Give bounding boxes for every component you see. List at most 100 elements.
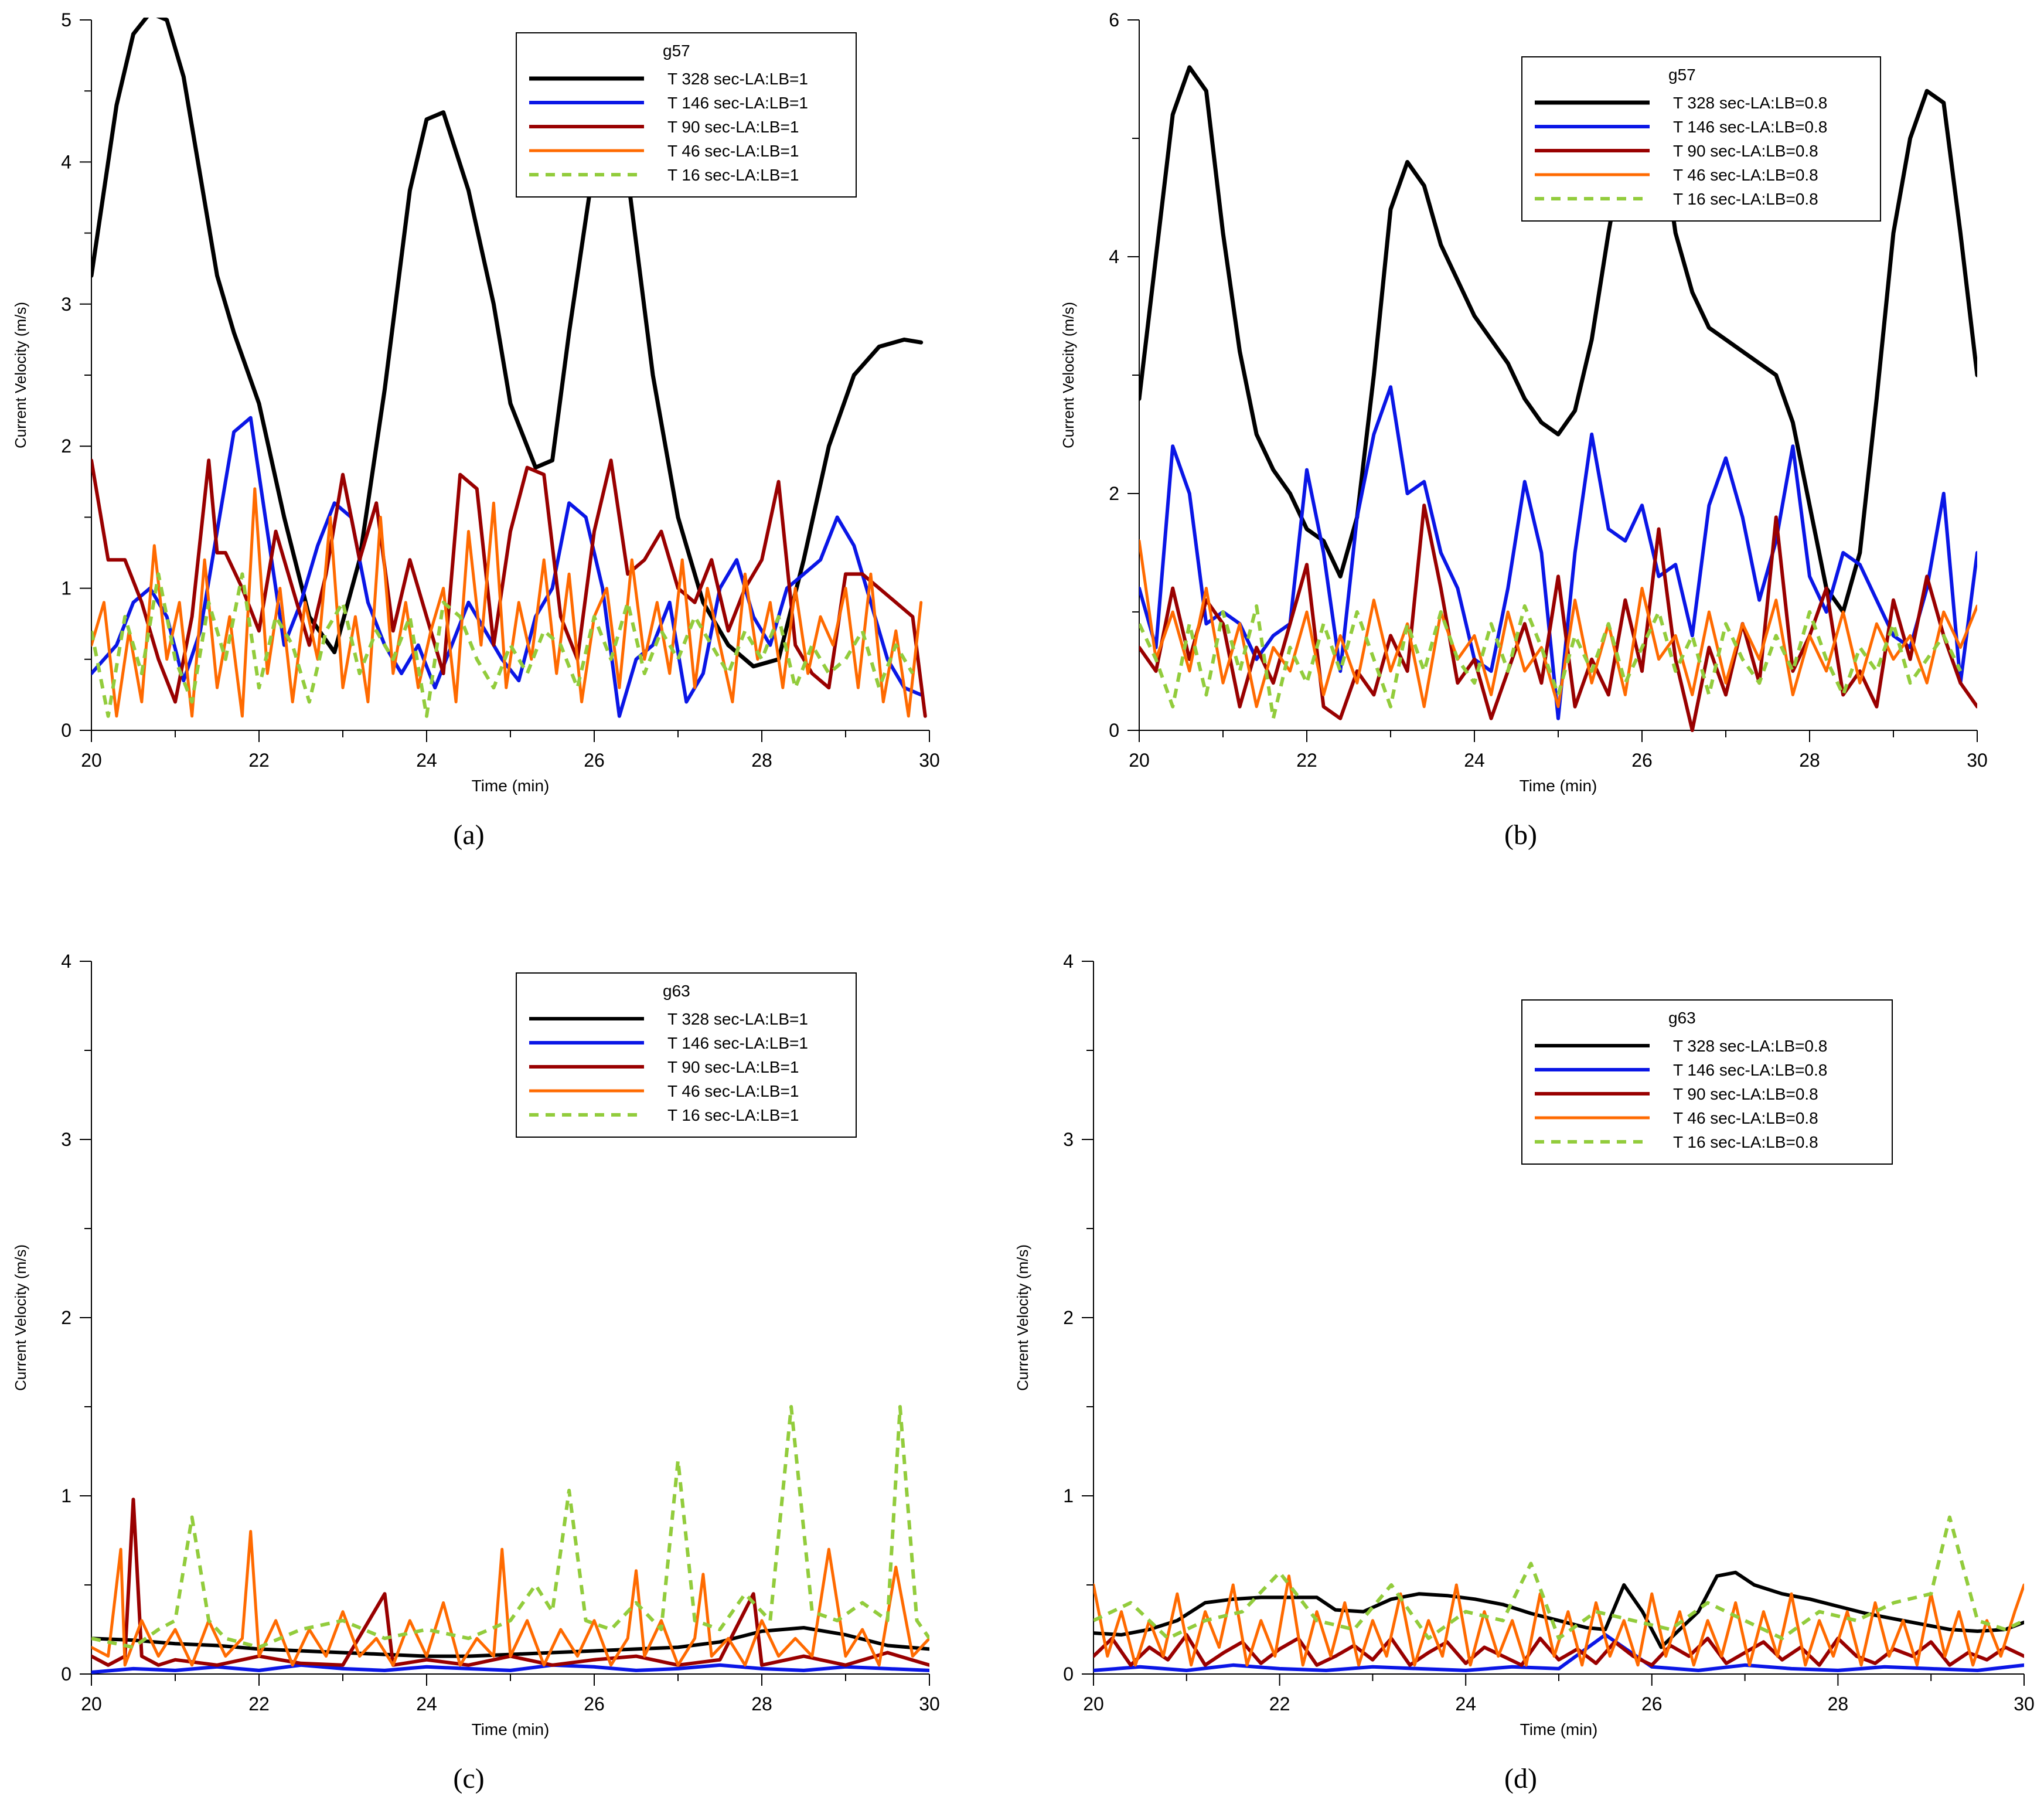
x-tick-label: 22 [1296,750,1317,771]
legend-label: T 90 sec-LA:LB=1 [667,118,799,136]
legend-label: T 90 sec-LA:LB=1 [667,1058,799,1076]
x-tick-label: 26 [584,1693,605,1714]
legend-label: T 16 sec-LA:LB=0.8 [1673,190,1818,208]
legend-label: T 16 sec-LA:LB=0.8 [1673,1133,1818,1151]
y-tick-label: 3 [61,294,71,315]
y-tick-label: 0 [1063,1663,1074,1685]
legend-label: T 90 sec-LA:LB=0.8 [1673,1085,1818,1103]
series-line-T16 [1093,1515,2024,1641]
legend-label: T 46 sec-LA:LB=1 [667,1082,799,1100]
x-axis-label: Time (min) [1520,777,1597,795]
x-tick-label: 28 [751,750,772,771]
series-line-T16 [1139,604,1963,720]
series-group [1139,65,1977,732]
panel-caption: (c) [453,1763,484,1794]
legend-title: g63 [663,982,690,1000]
series-line-T90 [91,1498,929,1667]
legend: g63 T 328 sec-LA:LB=0.8 T 146 sec-LA:LB=0.… [1521,999,1893,1165]
x-tick-label: 20 [81,1693,102,1714]
chart-panel-d: 20 22 24 26 28 30 0 1 2 3 4 Time (min) Current Veloc… [1014,951,2035,1794]
x-axis-label: Time (min) [472,1720,550,1738]
chart-panel-c: 20 22 24 26 28 30 0 1 2 3 4 Time (min) Current Veloc… [12,951,940,1794]
legend-title: g57 [1668,66,1696,84]
x-tick-label: 28 [751,1693,772,1714]
legend-label: T 46 sec-LA:LB=0.8 [1673,1109,1818,1127]
legend-title: g63 [1668,1009,1696,1027]
panel-caption: (a) [453,819,484,850]
x-tick-label: 28 [1828,1693,1849,1714]
series-line-T146 [91,416,923,718]
y-tick-label: 1 [1063,1485,1074,1506]
series-line-T46 [1093,1574,2024,1667]
legend: g57 T 328 sec-LA:LB=1 T 146 sec-LA:LB=1 T 9… [516,32,857,198]
x-tick-label: 30 [919,750,940,771]
chart-panel-a: 20 22 24 26 28 30 0 1 2 3 4 5 Time (min) Current Velo… [12,9,940,850]
legend-label: T 328 sec-LA:LB=0.8 [1673,94,1827,112]
legend-box [1521,999,1893,1165]
y-tick-label: 2 [61,1307,71,1328]
series-line-T146 [1093,1633,2024,1672]
series-line-T16 [91,1405,929,1649]
legend-label: T 328 sec-LA:LB=1 [667,70,808,88]
legend-label: T 328 sec-LA:LB=0.8 [1673,1037,1827,1055]
x-tick-label: 24 [1455,1693,1476,1714]
series-line-T328 [1093,1570,2024,1649]
legend-label: T 146 sec-LA:LB=1 [667,1034,808,1052]
x-tick-label: 30 [2014,1693,2035,1714]
y-tick-label: 2 [1063,1307,1074,1328]
y-tick-label: 4 [1063,951,1074,972]
y-tick-label: 1 [61,578,71,599]
series-group [1093,1515,2024,1672]
x-tick-label: 24 [416,750,437,771]
series-line-T90 [91,458,927,718]
x-axis-label: Time (min) [1520,1720,1598,1738]
legend-label: T 146 sec-LA:LB=0.8 [1673,118,1827,136]
x-tick-label: 30 [1967,750,1988,771]
legend-label: T 90 sec-LA:LB=0.8 [1673,142,1818,160]
x-tick-label: 24 [1464,750,1485,771]
legend-label: T 16 sec-LA:LB=1 [667,1106,799,1124]
x-tick-label: 22 [1269,1693,1290,1714]
y-axis-label: Current Velocity (m/s) [12,302,29,448]
series-line-T146 [91,1663,929,1674]
y-axis-label: Current Velocity (m/s) [1014,1244,1031,1391]
y-tick-label: 1 [61,1485,71,1506]
legend-label: T 46 sec-LA:LB=0.8 [1673,166,1818,184]
x-axis-label: Time (min) [472,777,550,795]
legend: g63 T 328 sec-LA:LB=1 T 146 sec-LA:LB=1 T 9… [516,972,857,1138]
legend-title: g57 [663,42,690,60]
x-tick-label: 20 [1129,750,1150,771]
legend-label: T 146 sec-LA:LB=1 [667,94,808,112]
series-line-T46 [1139,539,1977,709]
y-tick-label: 3 [1063,1129,1074,1150]
x-tick-label: 26 [1641,1693,1663,1714]
series-line-T46 [91,1530,929,1667]
series-group [91,1405,929,1674]
y-tick-label: 3 [61,1129,71,1150]
y-axis-label: Current Velocity (m/s) [12,1244,29,1391]
y-axis-label: Current Velocity (m/s) [1060,302,1077,448]
legend-box [1521,56,1881,222]
series-line-T90 [1139,503,1977,732]
legend-label: T 146 sec-LA:LB=0.8 [1673,1061,1827,1079]
y-tick-label: 0 [61,1663,71,1685]
y-tick-label: 2 [61,436,71,457]
series-line-T90 [1093,1633,2024,1667]
legend-label: T 46 sec-LA:LB=1 [667,142,799,160]
y-tick-label: 4 [61,151,71,172]
panel-caption: (d) [1504,1763,1537,1794]
y-tick-label: 0 [61,720,71,741]
x-tick-label: 22 [248,1693,270,1714]
series-line-T46 [91,487,923,718]
x-tick-label: 30 [919,1693,940,1714]
y-tick-label: 6 [1109,9,1119,30]
series-group [91,18,927,718]
series-line-T328 [91,18,924,669]
x-tick-label: 28 [1799,750,1820,771]
series-line-T146 [1139,385,1977,720]
y-tick-label: 4 [61,951,71,972]
x-tick-label: 20 [81,750,102,771]
panel-caption: (b) [1504,819,1537,850]
